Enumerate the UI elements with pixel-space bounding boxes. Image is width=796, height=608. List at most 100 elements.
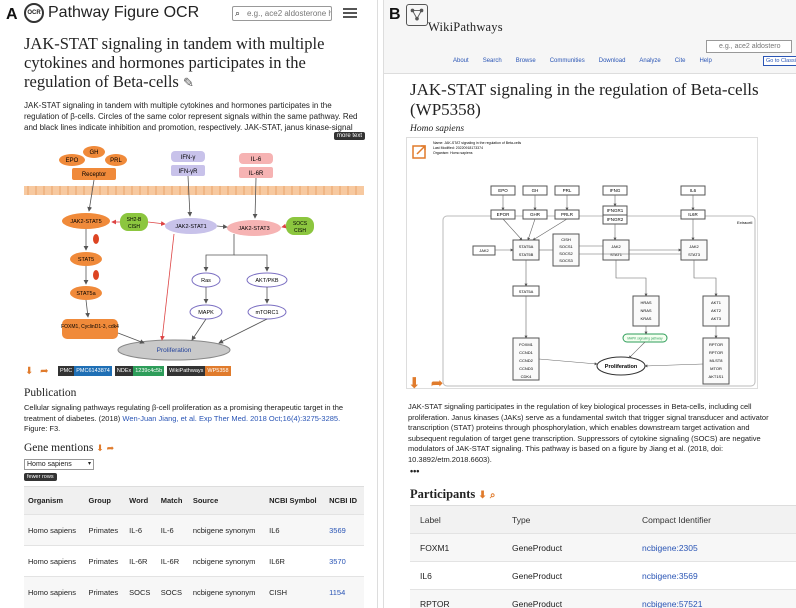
wikipathways-header: B WikiPathways ⌕ e.g., ace2 aldostero Ab… bbox=[384, 0, 796, 74]
more-text-button[interactable]: more text bbox=[334, 132, 366, 140]
proliferation-node: Proliferation bbox=[117, 339, 231, 361]
svg-text:FOXM1, CyclinD1-3, cdk4: FOXM1, CyclinD1-3, cdk4 bbox=[61, 324, 119, 330]
akt-node: AKT/PKB bbox=[246, 272, 288, 288]
table-header-row: Label Type Compact Identifier bbox=[410, 505, 796, 534]
svg-text:IFNGR2: IFNGR2 bbox=[607, 217, 624, 222]
col-source[interactable]: Source bbox=[188, 486, 266, 515]
svg-text:GH: GH bbox=[532, 188, 539, 193]
col-group[interactable]: Group bbox=[84, 486, 126, 515]
gh-node: GH bbox=[83, 146, 105, 158]
wikipathways-logo-text[interactable]: WikiPathways bbox=[428, 20, 503, 34]
svg-text:SOCS: SOCS bbox=[293, 221, 308, 227]
edit-pencil-icon[interactable]: ✎ bbox=[182, 75, 194, 90]
nav-communities[interactable]: Communities bbox=[549, 58, 585, 64]
jak2-stat5-node: JAK2-STAT5 bbox=[62, 213, 110, 229]
pathway-diagram-frame[interactable]: Name: JAK-STAT signaling in the regulati… bbox=[406, 137, 758, 389]
more-dots[interactable]: ••• bbox=[410, 466, 420, 476]
col-label[interactable]: Label bbox=[410, 505, 502, 534]
nav-cite[interactable]: Cite bbox=[674, 58, 686, 64]
open-external-icon[interactable] bbox=[412, 145, 426, 159]
table-header-row: Organism Group Word Match Source NCBI Sy… bbox=[24, 486, 364, 515]
inhibit-marker bbox=[93, 270, 99, 280]
identifier-link[interactable]: ncbigene:2305 bbox=[631, 533, 796, 562]
col-ncbi-id[interactable]: NCBI ID bbox=[325, 486, 364, 515]
svg-text:HRAS: HRAS bbox=[640, 300, 651, 305]
wikipathways-badge[interactable]: WikiPathways WP5358 bbox=[167, 366, 231, 376]
download-icon[interactable]: ⬇ bbox=[478, 490, 487, 501]
svg-text:IFNG: IFNG bbox=[610, 188, 621, 193]
ncbi-id-link[interactable]: 1154 bbox=[325, 576, 364, 608]
col-organism[interactable]: Organism bbox=[24, 486, 85, 515]
svg-text:CCND3: CCND3 bbox=[519, 366, 534, 371]
svg-text:CCND2: CCND2 bbox=[519, 358, 534, 363]
svg-text:SOCS2: SOCS2 bbox=[559, 251, 573, 256]
database-badges: PMC PMC6143874 NDEx 1239c4c5b WikiPathways… bbox=[58, 366, 231, 376]
identifier-link[interactable]: ncbigene:3569 bbox=[631, 561, 796, 590]
ndex-badge[interactable]: NDEx 1239c4c5b bbox=[114, 366, 165, 376]
svg-text:Extracell: Extracell bbox=[737, 220, 752, 225]
share-icon[interactable]: ➦ bbox=[106, 443, 115, 453]
search-input[interactable]: e.g., ace2 aldostero bbox=[706, 40, 792, 53]
figure-actions: ⬇ ➦ bbox=[25, 366, 49, 377]
search-icon[interactable]: ⌕ bbox=[489, 490, 496, 501]
pathway-figure[interactable]: EPO GH PRL Receptor IFN-γ IFN-γR IL-6 IL… bbox=[24, 143, 364, 361]
svg-text:SOCS3: SOCS3 bbox=[559, 258, 573, 263]
search-input[interactable]: e.g., ace2 aldosterone h bbox=[232, 6, 332, 21]
publication-link[interactable]: Wen-Juan Jiang, et al. Exp Ther Med. 201… bbox=[122, 413, 341, 423]
classic-site-button[interactable]: Go to Classic Site bbox=[763, 56, 796, 66]
col-compact-identifier[interactable]: Compact Identifier bbox=[631, 505, 796, 534]
nav-browse[interactable]: Browse bbox=[515, 58, 536, 64]
pfocr-logo-icon[interactable]: OCR bbox=[24, 3, 44, 23]
svg-text:STAT5B: STAT5B bbox=[519, 252, 534, 257]
nav-analyze[interactable]: Analyze bbox=[639, 58, 661, 64]
svg-text:JAK2: JAK2 bbox=[689, 244, 699, 249]
share-icon[interactable]: ➦ bbox=[430, 375, 444, 392]
species-select[interactable]: Homo sapiens ▾ bbox=[24, 459, 94, 470]
download-icon[interactable]: ⬇ bbox=[25, 366, 34, 377]
nav-about[interactable]: About bbox=[453, 58, 469, 64]
col-match[interactable]: Match bbox=[156, 486, 189, 515]
svg-text:MAPK: MAPK bbox=[198, 310, 214, 316]
svg-text:GH: GH bbox=[90, 150, 99, 156]
svg-text:KRAS: KRAS bbox=[641, 316, 652, 321]
svg-text:CISH: CISH bbox=[561, 237, 571, 242]
proliferation-node: Proliferation bbox=[596, 356, 646, 376]
nav-help[interactable]: Help bbox=[699, 58, 712, 64]
app-title[interactable]: Pathway Figure OCR bbox=[48, 4, 200, 21]
pathway-edges bbox=[83, 175, 270, 344]
identifier-link[interactable]: ncbigene:57521 bbox=[631, 589, 796, 608]
pmc-badge[interactable]: PMC PMC6143874 bbox=[58, 366, 112, 376]
svg-text:STAT5A: STAT5A bbox=[519, 244, 534, 249]
share-icon[interactable]: ➦ bbox=[40, 366, 49, 377]
extracell-compartment bbox=[442, 215, 756, 387]
svg-text:MAPK signaling pathway: MAPK signaling pathway bbox=[627, 337, 663, 341]
col-type[interactable]: Type bbox=[501, 505, 632, 534]
svg-text:RPTOR: RPTOR bbox=[709, 342, 723, 347]
table-row: Homo sapiens Primates IL-6R IL-6R ncbige… bbox=[24, 545, 364, 577]
download-icon[interactable]: ⬇ bbox=[96, 443, 104, 453]
nav-download[interactable]: Download bbox=[598, 58, 626, 64]
col-word[interactable]: Word bbox=[125, 486, 157, 515]
svg-text:MLST8: MLST8 bbox=[710, 358, 724, 363]
nav-search[interactable]: Search bbox=[482, 58, 502, 64]
svg-text:STAT5: STAT5 bbox=[78, 257, 94, 263]
col-ncbi-symbol[interactable]: NCBI Symbol bbox=[265, 486, 326, 515]
download-icon[interactable]: ⬇ bbox=[408, 375, 421, 392]
menu-icon[interactable] bbox=[343, 8, 357, 18]
diagram-edges bbox=[495, 195, 718, 368]
svg-text:IFNGR1: IFNGR1 bbox=[607, 208, 624, 213]
wikipathways-logo-icon[interactable] bbox=[406, 4, 428, 26]
panel-a: A OCR Pathway Figure OCR ⌕ e.g., ace2 al… bbox=[0, 0, 378, 608]
svg-text:Last Modified: 20220918173374: Last Modified: 20220918173374 bbox=[433, 146, 483, 150]
ras-akt-groups: HRAS NRAS KRAS AKT1 AKT2 AKT3 MAPK signaling… bbox=[622, 295, 730, 343]
pathway-diagram[interactable]: Name: JAK-STAT signaling in the regulati… bbox=[407, 138, 759, 390]
inhibit-marker bbox=[93, 234, 99, 244]
svg-text:IL-6: IL-6 bbox=[251, 157, 262, 163]
svg-text:AKT2: AKT2 bbox=[711, 308, 722, 313]
ncbi-id-link[interactable]: 3570 bbox=[325, 545, 364, 577]
fewer-rows-button[interactable]: fewer rows bbox=[24, 473, 57, 481]
ncbi-id-link[interactable]: 3569 bbox=[325, 514, 364, 546]
table-row: IL6 GeneProduct ncbigene:3569 bbox=[410, 561, 796, 590]
svg-text:IL6R: IL6R bbox=[688, 212, 698, 217]
